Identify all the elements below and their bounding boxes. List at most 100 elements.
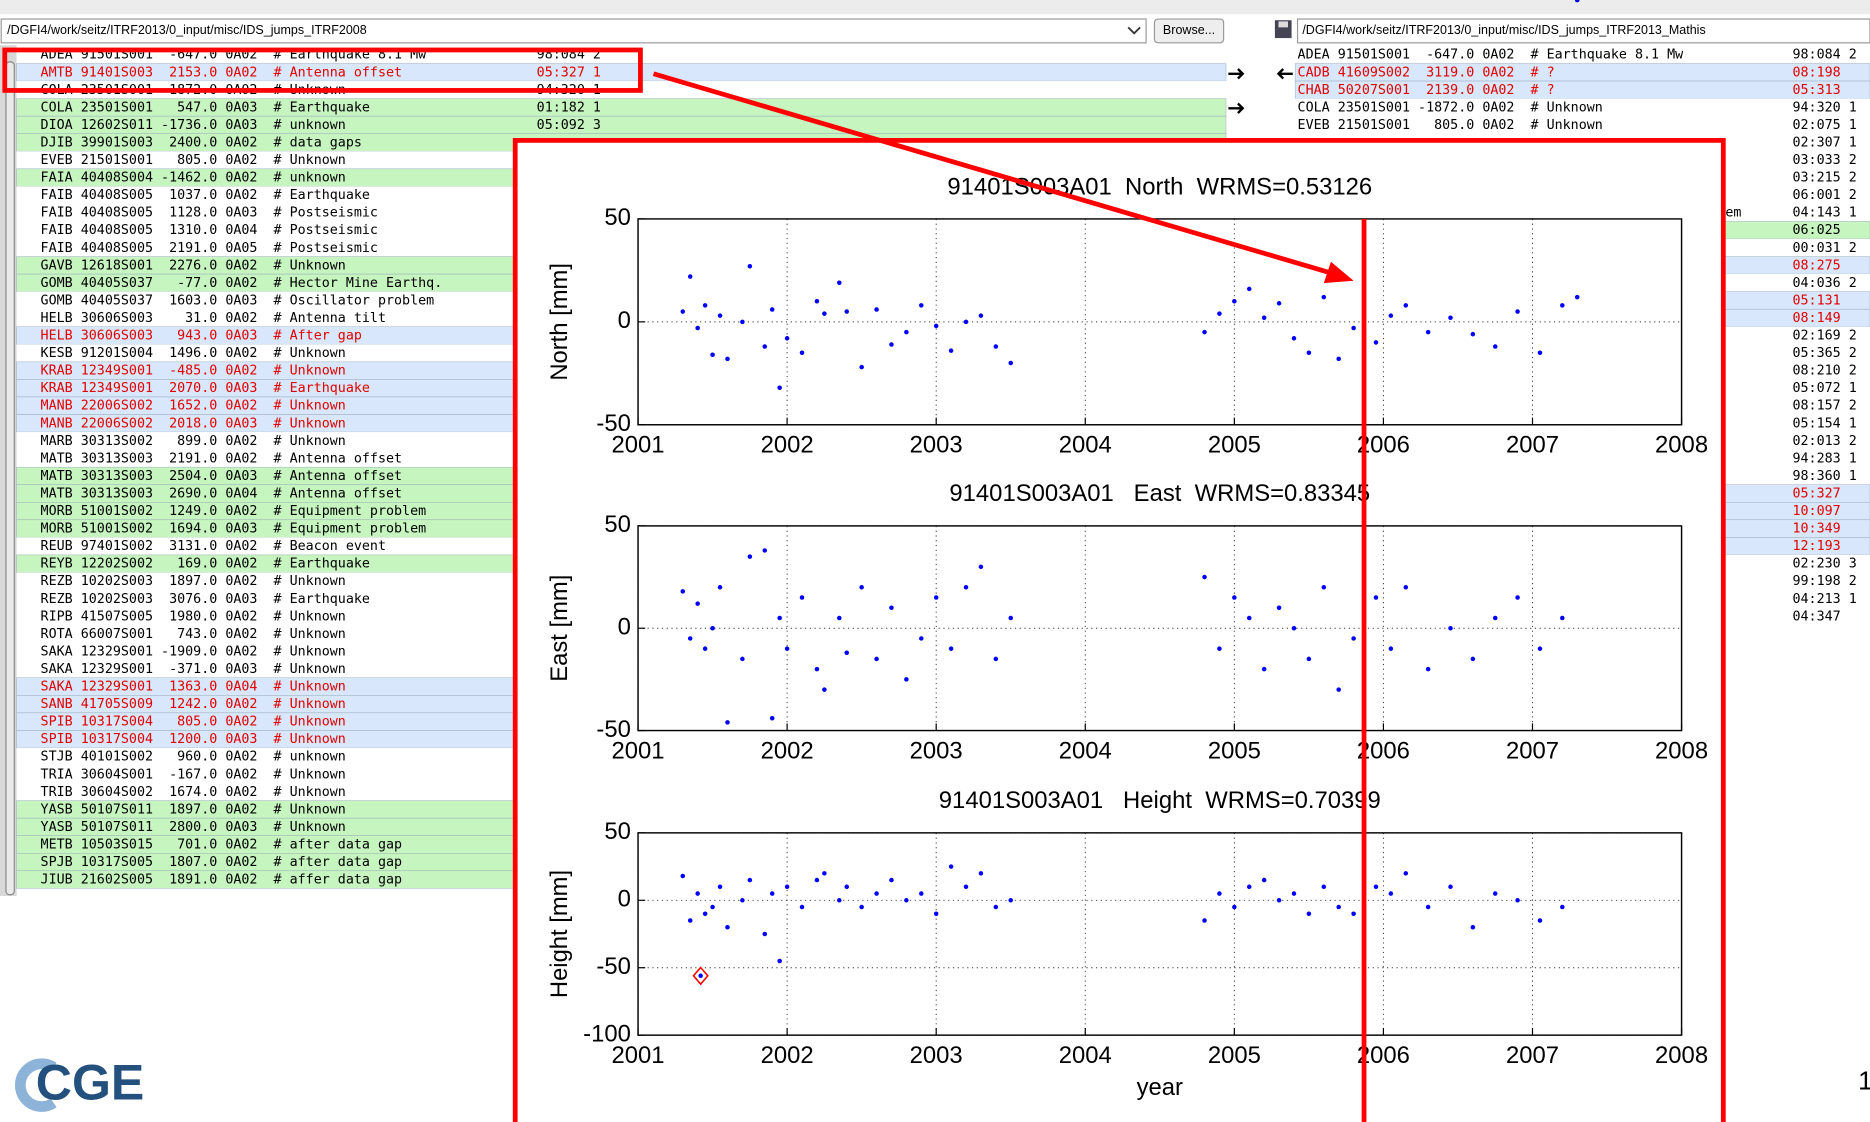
row-text: TRIA 30604S001 -167.0 0A02 # Unknown <box>41 767 346 782</box>
x-tick-label: 2004 <box>1059 431 1112 458</box>
data-point <box>919 891 924 896</box>
row-text: MORB 51001S002 1249.0 0A02 # Equipment p… <box>41 504 427 519</box>
row-text: MANB 22006S002 1652.0 0A02 # Unknown <box>41 399 346 414</box>
row-time: 04:036 2 <box>1792 276 1856 291</box>
browse-label: Browse... <box>1163 23 1215 37</box>
outlier-marker <box>692 966 709 986</box>
row-time: 94:320 1 <box>1792 100 1856 115</box>
row-text: FAIA 40408S004 -1462.0 0A02 # unknown <box>41 171 346 186</box>
row-text: YASB 50107S011 2800.0 0A03 # Unknown <box>41 820 346 835</box>
data-point <box>1232 595 1237 600</box>
logo-text: CGE <box>36 1055 145 1111</box>
top-strip <box>0 0 1870 15</box>
row-text: SAKA 12329S001 1363.0 0A04 # Unknown <box>41 680 346 695</box>
row-text: MORB 51001S002 1694.0 0A03 # Equipment p… <box>41 522 427 537</box>
data-point <box>1373 340 1379 345</box>
row-time: 99:198 2 <box>1792 574 1856 589</box>
data-point <box>837 898 842 903</box>
row-time: 04:347 <box>1792 609 1840 624</box>
row-text: REYB 12202S002 169.0 0A02 # Earthquake <box>41 557 370 572</box>
data-point <box>1232 299 1237 304</box>
data-point <box>1388 891 1394 896</box>
y-tick-label: 50 <box>604 204 631 231</box>
row-text: FAIB 40408S005 1310.0 0A04 # Postseismic <box>41 223 378 238</box>
data-point <box>963 319 969 325</box>
data-point <box>1425 329 1431 335</box>
scrollbar[interactable] <box>5 61 15 896</box>
x-tick-label: 2003 <box>910 1042 963 1069</box>
data-point <box>1351 636 1356 641</box>
data-point <box>844 884 850 890</box>
data-point <box>889 877 894 883</box>
row-time: 06:001 2 <box>1792 188 1856 203</box>
row-text: YASB 50107S011 1897.0 0A02 # Unknown <box>41 802 346 817</box>
row-text: SPIB 10317S004 1200.0 0A03 # Unknown <box>41 732 346 747</box>
data-point <box>680 873 686 879</box>
merge-arrow-right[interactable] <box>1228 68 1245 80</box>
save-icon[interactable] <box>1274 20 1292 39</box>
row-text: COLA 23501S001 -1872.0 0A02 # Unknown <box>1298 100 1603 115</box>
data-point <box>933 911 939 917</box>
right-path-field[interactable] <box>1296 18 1870 44</box>
row-text: STJB 40101S002 960.0 0A02 # unknown <box>41 750 346 765</box>
row-time: 08:149 <box>1792 311 1840 326</box>
x-tick-label: 2008 <box>1655 1042 1708 1069</box>
row-text: MATB 30313S003 2191.0 0A02 # Antenna off… <box>41 451 403 466</box>
left-path-field[interactable] <box>0 18 1147 44</box>
x-tick-label: 2008 <box>1655 431 1708 458</box>
dropdown-arrow[interactable] <box>1127 26 1141 35</box>
plots: 91401S003A01 North WRMS=0.53126 2001 2002 2… <box>546 0 1708 1122</box>
row-time: 02:075 1 <box>1792 118 1856 133</box>
data-point <box>1232 904 1237 910</box>
data-point <box>814 666 820 672</box>
data-point <box>1276 605 1282 611</box>
row-text: KESB 91201S004 1496.0 0A02 # Unknown <box>41 346 346 361</box>
data-point <box>1425 666 1431 672</box>
data-point <box>948 864 954 869</box>
y-tick-label: 50 <box>604 511 631 538</box>
row-text: HELB 30606S003 31.0 0A02 # Antenna tilt <box>41 311 386 326</box>
merge-arrow-left[interactable] <box>1276 68 1293 80</box>
y-tick-label: -50 <box>596 716 630 743</box>
data-point <box>1537 350 1543 355</box>
data-point <box>1336 687 1341 692</box>
data-point <box>769 891 775 896</box>
x-tick-label: 2005 <box>1208 1042 1261 1069</box>
data-point <box>1470 331 1476 337</box>
data-point <box>1388 313 1394 318</box>
row-time: 05:072 1 <box>1792 381 1856 396</box>
data-point <box>1261 315 1267 320</box>
x-tick-label: 2004 <box>1059 1042 1112 1069</box>
row-text: FAIB 40408S005 1037.0 0A02 # Earthquake <box>41 188 370 203</box>
row-text: CADB 41609S002 3119.0 0A02 # ? <box>1298 65 1555 80</box>
data-point <box>822 687 827 692</box>
data-point <box>948 646 954 651</box>
x-tick-label: 2001 <box>612 737 665 764</box>
row-time: 04:213 1 <box>1792 592 1856 607</box>
data-point <box>687 636 693 641</box>
axes-box <box>637 832 1683 1036</box>
row-text: ADEA 91501S001 -647.0 0A02 # Earthquake … <box>1298 48 1685 63</box>
data-point <box>1306 350 1312 355</box>
axes-box <box>637 525 1683 732</box>
data-point <box>1574 0 1580 3</box>
data-point <box>814 299 820 304</box>
y-tick-label: -50 <box>596 410 630 437</box>
merge-arrow-right[interactable] <box>1228 102 1245 114</box>
x-tick-label: 2002 <box>761 737 814 764</box>
row-text: MANB 22006S002 2018.0 0A03 # Unknown <box>41 416 346 431</box>
y-tick-label: 0 <box>618 614 631 641</box>
row-text: HELB 30606S003 943.0 0A03 # After gap <box>41 329 362 344</box>
data-point <box>710 904 715 910</box>
data-point <box>1008 360 1013 366</box>
data-point <box>740 656 745 662</box>
data-point <box>1246 615 1252 621</box>
y-axis-label: North [mm] <box>546 263 573 381</box>
data-point <box>993 656 999 662</box>
browse-button[interactable] <box>1153 18 1225 44</box>
row-text: MATB 30313S003 2504.0 0A03 # Antenna off… <box>41 469 403 484</box>
plot-title: 91401S003A01 East WRMS=0.83345 <box>949 480 1370 507</box>
data-point <box>710 352 715 358</box>
row-text: KRAB 12349S001 -485.0 0A02 # Unknown <box>41 364 346 379</box>
data-point <box>762 344 768 349</box>
